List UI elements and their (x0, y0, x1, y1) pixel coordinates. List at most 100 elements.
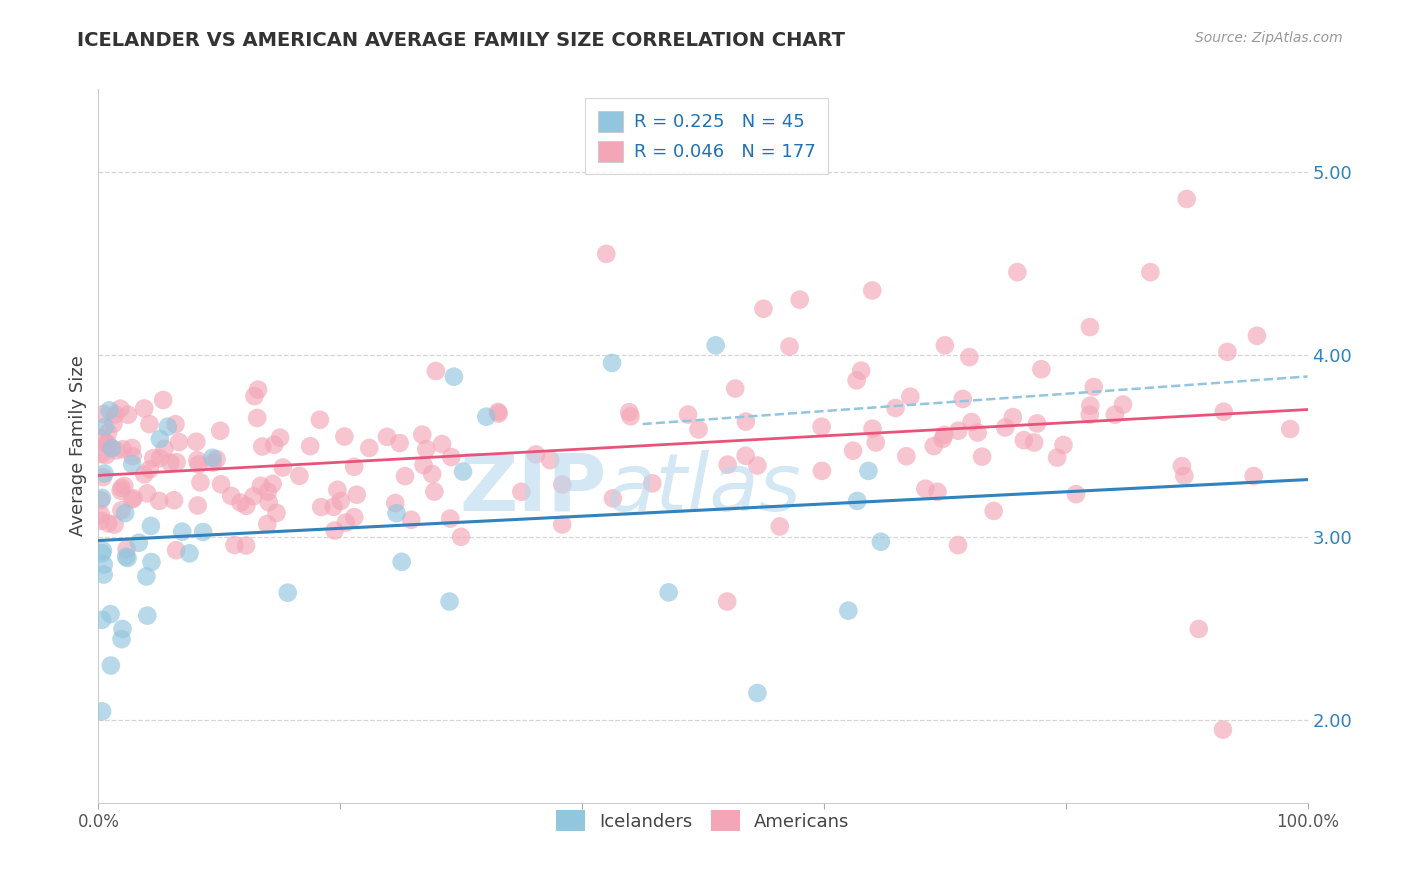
Point (93, 558, 115, 572)
Point (1171, 459, 1194, 474)
Point (91, 704, 114, 718)
Point (91, 407, 114, 421)
Point (551, 517, 574, 532)
Point (110, 483, 132, 498)
Point (323, 524, 346, 538)
Point (90, 508, 112, 522)
Point (934, 338, 956, 352)
Point (271, 460, 294, 475)
Point (114, 506, 136, 520)
Point (896, 449, 918, 463)
Point (115, 542, 138, 557)
Point (1175, 192, 1198, 206)
Point (97, 516, 120, 531)
Point (121, 457, 143, 471)
Point (117, 551, 139, 566)
Point (224, 538, 246, 552)
Point (153, 442, 176, 456)
Text: ZIP: ZIP (458, 450, 606, 528)
Point (551, 477, 574, 491)
Point (1026, 417, 1049, 431)
Point (1083, 380, 1105, 394)
Point (934, 428, 956, 442)
Point (90, 493, 112, 508)
Point (333, 429, 356, 443)
Point (165, 417, 187, 432)
Point (105, 443, 128, 458)
Point (994, 420, 1017, 434)
Point (443, 369, 465, 384)
Point (931, 432, 953, 446)
Point (136, 486, 159, 500)
Point (136, 608, 159, 623)
Point (97, 425, 120, 440)
Text: ICELANDER VS AMERICAN AVERAGE FAMILY SIZE CORRELATION CHART: ICELANDER VS AMERICAN AVERAGE FAMILY SIZ… (77, 31, 845, 50)
Point (343, 459, 366, 474)
Point (391, 555, 413, 569)
Point (256, 516, 278, 531)
Point (524, 447, 547, 461)
Point (1246, 328, 1268, 343)
Point (862, 422, 884, 436)
Point (156, 419, 179, 434)
Point (486, 405, 509, 419)
Point (983, 504, 1005, 518)
Point (1052, 438, 1074, 452)
Point (779, 339, 801, 353)
Point (359, 441, 381, 455)
Point (952, 392, 974, 406)
Point (734, 415, 756, 429)
Point (1046, 450, 1069, 465)
Point (128, 535, 150, 549)
Point (922, 439, 945, 453)
Point (112, 479, 135, 493)
Point (343, 510, 366, 524)
Point (121, 441, 143, 455)
Point (186, 453, 208, 467)
Point (326, 483, 349, 497)
Point (179, 546, 201, 560)
Point (103, 417, 125, 431)
Point (734, 449, 756, 463)
Point (172, 524, 194, 539)
Point (1279, 422, 1302, 436)
Point (121, 449, 143, 463)
Point (138, 417, 160, 431)
Point (747, 458, 769, 473)
Point (846, 494, 869, 508)
Point (93, 467, 115, 481)
Point (166, 455, 188, 469)
Point (98, 403, 121, 417)
Point (1001, 410, 1024, 425)
Point (191, 524, 214, 539)
Point (139, 519, 162, 533)
Point (451, 465, 474, 479)
Point (1139, 265, 1161, 279)
Point (201, 450, 224, 465)
Point (243, 389, 266, 403)
Point (141, 555, 163, 569)
Point (190, 475, 212, 490)
Point (96, 448, 118, 462)
Point (117, 408, 139, 422)
Point (263, 438, 285, 452)
Point (724, 382, 747, 396)
Point (329, 494, 352, 508)
Point (1243, 469, 1265, 483)
Point (93, 567, 115, 582)
Point (860, 284, 883, 298)
Legend: Icelanders, Americans: Icelanders, Americans (547, 801, 859, 840)
Point (769, 519, 792, 533)
Text: atlas: atlas (606, 450, 801, 528)
Point (946, 538, 969, 552)
Point (676, 408, 699, 422)
Point (152, 392, 174, 407)
Point (91, 431, 114, 445)
Point (91, 546, 114, 560)
Point (257, 495, 280, 509)
Point (149, 451, 172, 466)
Point (869, 534, 891, 549)
Point (688, 422, 710, 436)
Point (1022, 435, 1045, 450)
Point (111, 442, 134, 457)
